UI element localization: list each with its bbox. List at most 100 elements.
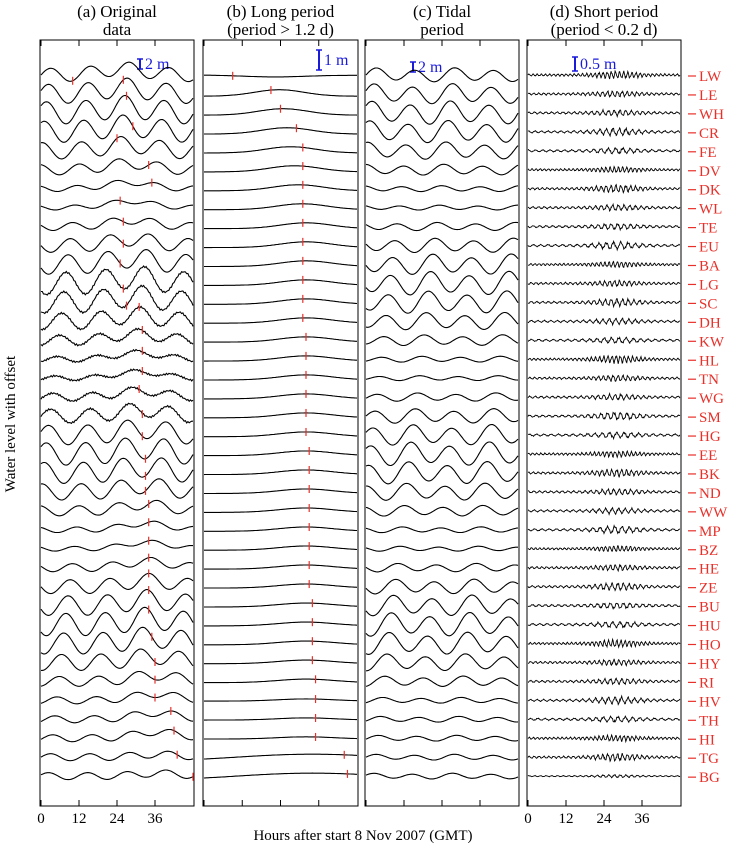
trace-HE	[365, 562, 519, 573]
trace-EU	[40, 233, 194, 253]
x-tick-label: 36	[148, 811, 164, 827]
station-label-WH: WH	[699, 107, 724, 123]
trace-DH	[204, 317, 358, 324]
trace-LW	[40, 61, 194, 83]
trace-BG	[365, 772, 519, 780]
panel-tidal: 2 m	[364, 39, 520, 807]
trace-ZE	[204, 583, 358, 589]
trace-BA	[40, 249, 194, 275]
station-label-LE: LE	[699, 88, 717, 104]
trace-TE	[40, 217, 194, 232]
trace-WG	[204, 393, 358, 400]
station-label-DK: DK	[699, 183, 721, 199]
station-label-CR: CR	[699, 126, 719, 142]
trace-LE	[40, 77, 194, 104]
trace-TE	[204, 222, 358, 230]
trace-TN	[365, 375, 519, 382]
station-label-TN: TN	[699, 372, 719, 388]
trace-HO	[40, 626, 194, 655]
trace-DH	[40, 305, 194, 331]
trace-RI	[365, 675, 519, 687]
trace-WH	[365, 100, 519, 125]
trace-TH	[40, 710, 194, 724]
trace-SM	[40, 402, 193, 425]
station-label-LG: LG	[699, 277, 719, 293]
trace-DK	[527, 183, 681, 194]
trace-WW	[40, 499, 194, 517]
station-label-HI: HI	[699, 732, 715, 748]
trace-HU	[365, 611, 519, 637]
trace-HY	[204, 659, 358, 665]
station-label-LW: LW	[699, 69, 722, 85]
station-label-FE: FE	[699, 145, 717, 161]
x-tick-label: 0	[524, 811, 532, 827]
trace-WW	[527, 506, 681, 516]
trace-HO	[204, 640, 358, 646]
trace-DV	[40, 158, 194, 176]
trace-RI	[204, 678, 357, 684]
trace-CR	[365, 119, 519, 144]
trace-ND	[527, 487, 681, 496]
trace-WW	[365, 504, 519, 517]
trace-BZ	[527, 545, 681, 553]
station-label-BG: BG	[699, 770, 720, 786]
trace-HE	[40, 556, 194, 573]
trace-HG	[527, 431, 681, 441]
trace-KW	[365, 334, 519, 347]
trace-HI	[40, 728, 194, 743]
station-label-WW: WW	[699, 505, 728, 521]
panel-frame	[202, 39, 359, 807]
station-label-HY: HY	[699, 656, 721, 672]
trace-HV	[527, 694, 681, 706]
trace-DV	[204, 165, 357, 173]
trace-HY	[41, 648, 194, 671]
trace-SC	[40, 284, 194, 315]
trace-WW	[204, 507, 358, 513]
station-label-BZ: BZ	[699, 543, 718, 559]
trace-EU	[204, 241, 357, 249]
trace-TG	[365, 753, 519, 761]
station-label-RI: RI	[699, 675, 714, 691]
trace-HV	[40, 691, 194, 705]
station-label-ND: ND	[699, 486, 721, 502]
scale-bar-label: 2 m	[145, 56, 170, 73]
x-tick-label: 24	[110, 811, 126, 827]
trace-WH	[40, 94, 194, 125]
trace-BU	[40, 589, 194, 616]
trace-RI	[40, 670, 194, 687]
trace-FE	[365, 141, 519, 160]
station-label-EE: EE	[699, 448, 717, 464]
trace-WG	[365, 392, 519, 402]
trace-HL	[365, 355, 519, 363]
station-label-HO: HO	[699, 638, 721, 654]
station-label-EU: EU	[699, 240, 719, 256]
trace-DV	[527, 165, 681, 174]
trace-ND	[204, 488, 358, 495]
trace-LG	[204, 279, 358, 286]
panel-subtitle: (period > 1.2 d)	[227, 20, 334, 39]
station-label-TE: TE	[699, 221, 717, 237]
trace-BU	[527, 602, 681, 610]
trace-WL	[40, 199, 193, 211]
panel-frame	[526, 39, 682, 807]
trace-HO	[527, 637, 681, 649]
station-label-ZE: ZE	[699, 581, 717, 597]
trace-HG	[40, 419, 194, 446]
x-tick-label: 12	[559, 811, 574, 827]
trace-LE	[203, 89, 357, 97]
trace-HU	[204, 621, 358, 627]
trace-HE	[527, 563, 681, 573]
trace-DK	[40, 179, 194, 193]
trace-HY	[528, 658, 681, 667]
trace-KW	[40, 327, 194, 347]
trace-KW	[528, 336, 681, 345]
trace-SC	[204, 298, 358, 305]
panel-title: (a) Original	[77, 2, 157, 21]
trace-LW	[527, 69, 681, 80]
trace-HL	[204, 355, 357, 362]
trace-EE	[365, 441, 519, 467]
panel-frame	[364, 39, 520, 807]
scale-bar-label: 1 m	[324, 52, 349, 69]
trace-EE	[40, 437, 194, 466]
trace-LG	[365, 270, 519, 296]
